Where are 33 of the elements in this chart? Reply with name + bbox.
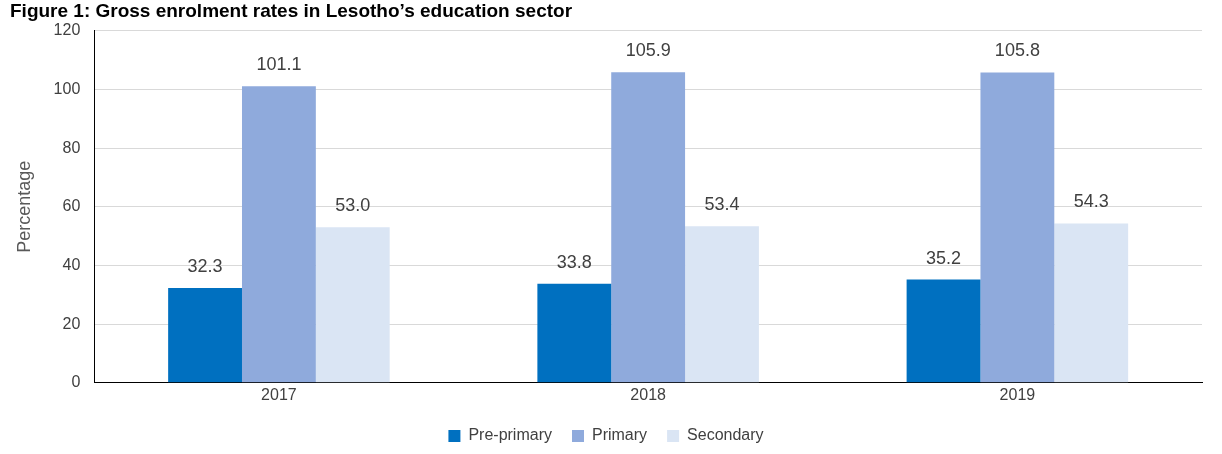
bar	[1054, 223, 1129, 383]
data-label: 54.3	[1073, 191, 1109, 212]
y-tick-label: 0	[71, 373, 81, 391]
x-tick-label: 2017	[261, 385, 297, 403]
bar	[315, 227, 390, 383]
y-tick-label: 40	[62, 255, 81, 273]
y-tick-label: 120	[53, 21, 81, 39]
data-label: 53.4	[704, 194, 740, 215]
data-label: 101.1	[256, 54, 302, 75]
y-axis-title: Percentage	[13, 160, 34, 253]
y-tick-label: 60	[62, 197, 81, 215]
bar	[168, 288, 242, 383]
legend-label: Pre-primary	[468, 426, 552, 444]
data-label: 33.8	[556, 251, 592, 272]
x-tick-label: 2018	[630, 385, 667, 403]
data-label: 105.9	[625, 40, 671, 61]
data-label: 35.2	[926, 247, 962, 268]
bar	[906, 279, 981, 383]
y-tick-label: 20	[62, 314, 81, 332]
bar	[241, 86, 316, 383]
chart-title: Figure 1: Gross enrolment rates in Lesotho’s education sector	[10, 0, 573, 21]
data-label: 32.3	[187, 256, 223, 277]
bar	[685, 226, 759, 383]
data-label: 105.8	[994, 40, 1040, 61]
x-tick-label: 2019	[999, 385, 1036, 403]
y-tick-label: 80	[62, 138, 81, 156]
legend-label: Secondary	[687, 426, 764, 444]
bar	[980, 72, 1055, 383]
legend-label: Primary	[591, 426, 648, 444]
bar	[537, 283, 612, 383]
bar	[611, 72, 686, 383]
y-tick-label: 100	[53, 79, 81, 97]
data-label: 53.0	[335, 195, 371, 216]
